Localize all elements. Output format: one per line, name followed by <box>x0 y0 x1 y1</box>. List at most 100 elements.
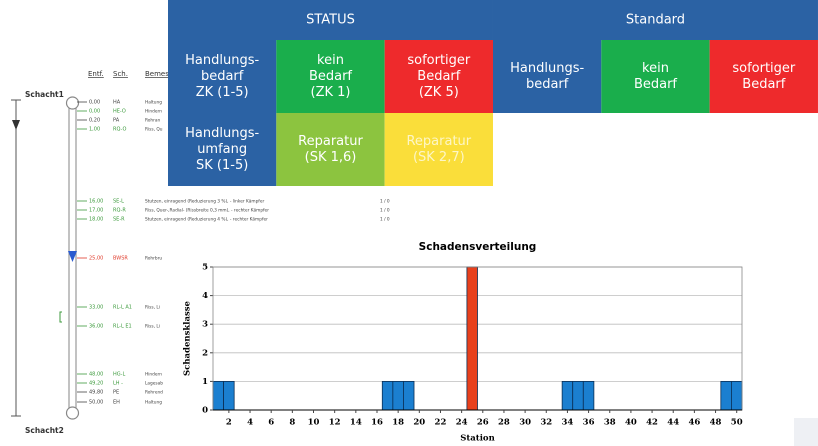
x-tick-label: 44 <box>667 418 679 428</box>
distance: 18,00 <box>89 217 103 223</box>
code: LH - <box>113 381 123 387</box>
bar <box>582 380 595 411</box>
x-axis-label: Station <box>460 434 495 444</box>
x-tick-label: 20 <box>413 418 425 428</box>
description: Hindern <box>145 109 162 115</box>
code: RL-L E1 <box>113 324 132 330</box>
bar <box>223 380 235 411</box>
description: Hindern <box>145 372 162 378</box>
status-text: umfang <box>197 142 247 157</box>
bar <box>212 380 224 411</box>
code: PE <box>113 390 119 396</box>
header-cell <box>168 0 493 40</box>
y-tick-label: 2 <box>202 348 208 358</box>
description: Riss, Quer-,Radial- (Rissbreite 0,3 mm),… <box>145 208 269 214</box>
description: Lagesab <box>145 381 163 387</box>
header-text: Standard <box>626 13 685 28</box>
status-text: Reparatur <box>406 134 471 149</box>
class: 1 / 0 <box>380 199 390 205</box>
chart-background <box>175 236 753 446</box>
status-text: Bedarf <box>742 77 785 92</box>
y-axis-label: Schadensklasse <box>183 300 193 376</box>
bar <box>720 380 732 411</box>
description: Haltung <box>145 400 162 406</box>
description: Haltung <box>145 100 162 106</box>
code: EH <box>113 400 120 406</box>
pipe-diagram <box>11 96 818 446</box>
distance: 36,00 <box>89 324 103 330</box>
code: RQ-R <box>113 208 126 214</box>
status-cell <box>168 40 277 113</box>
status-text: sofortiger <box>407 53 471 68</box>
status-cell <box>276 40 385 113</box>
x-tick-label: 6 <box>268 418 274 428</box>
chart: Schadensverteilung Station Schadensklasse 0… <box>175 236 753 446</box>
bar <box>403 380 415 411</box>
distance: 16,00 <box>89 199 103 205</box>
status-text: (SK 1,6) <box>305 150 357 165</box>
x-tick-label: 50 <box>731 418 743 428</box>
x-tick-label: 10 <box>308 418 320 428</box>
status-text: Bedarf <box>309 69 352 84</box>
x-tick-label: 4 <box>247 418 253 428</box>
manhole <box>65 96 80 110</box>
distance: 0,20 <box>89 118 100 124</box>
x-tick-label: 48 <box>710 418 722 428</box>
x-tick-label: 34 <box>562 418 574 428</box>
description: Rohran <box>145 118 161 124</box>
status-text: Handlungs- <box>185 126 259 141</box>
status-text: Handlungs- <box>510 61 584 76</box>
x-tick-label: 18 <box>392 418 404 428</box>
thumbnail <box>794 418 818 446</box>
x-tick-label: 22 <box>435 418 447 428</box>
x-tick-label: 8 <box>289 418 295 428</box>
status-cell <box>168 113 277 186</box>
code: HA <box>113 100 121 106</box>
column-header: Entf. <box>88 70 104 78</box>
bar <box>731 380 743 411</box>
code: HG-L <box>113 372 125 378</box>
header-cell <box>492 0 818 40</box>
description: Riss, Qu <box>145 127 163 133</box>
distance: 0,00 <box>89 109 100 115</box>
status-cell <box>709 40 818 113</box>
x-tick-label: 26 <box>477 418 489 428</box>
x-tick-label: 42 <box>646 418 658 428</box>
x-tick-label: 12 <box>329 418 341 428</box>
bar <box>392 380 404 411</box>
class: 1 / 0 <box>380 217 390 223</box>
bar <box>381 380 394 411</box>
distance: 1,00 <box>89 127 100 133</box>
status-cell <box>276 113 385 186</box>
distance: 33,00 <box>89 305 103 311</box>
status-text: Handlungs- <box>185 53 259 68</box>
distance: 25,00 <box>89 256 103 262</box>
x-tick-label: 14 <box>350 418 362 428</box>
description: Rohrend <box>145 390 163 396</box>
description: Rohrbru <box>145 256 162 262</box>
x-tick-label: 38 <box>604 418 616 428</box>
description: Stutzen, einragend (Reduzierung 3 %), - … <box>145 199 264 205</box>
y-tick-label: 1 <box>202 377 208 387</box>
status-text: (SK 2,7) <box>413 150 465 165</box>
x-tick-label: 16 <box>371 418 383 428</box>
status-cell <box>601 40 710 113</box>
x-tick-label: 30 <box>519 418 531 428</box>
status-text: Bedarf <box>417 69 460 84</box>
damage-marker <box>68 251 77 262</box>
code: RQ-O <box>113 127 126 133</box>
x-tick-label: 32 <box>540 418 552 428</box>
distance: 48,00 <box>89 372 103 378</box>
x-tick-label: 40 <box>625 418 637 428</box>
manhole <box>65 406 80 420</box>
x-tick-label: 46 <box>688 418 700 428</box>
status-text: (ZK 5) <box>419 85 459 100</box>
end-label: Schacht2 <box>25 426 64 435</box>
bar <box>572 380 584 411</box>
status-text: Bedarf <box>634 77 677 92</box>
status-text: SK (1-5) <box>196 158 248 173</box>
distance: 50,00 <box>89 400 103 406</box>
status-text: (ZK 1) <box>311 85 351 100</box>
